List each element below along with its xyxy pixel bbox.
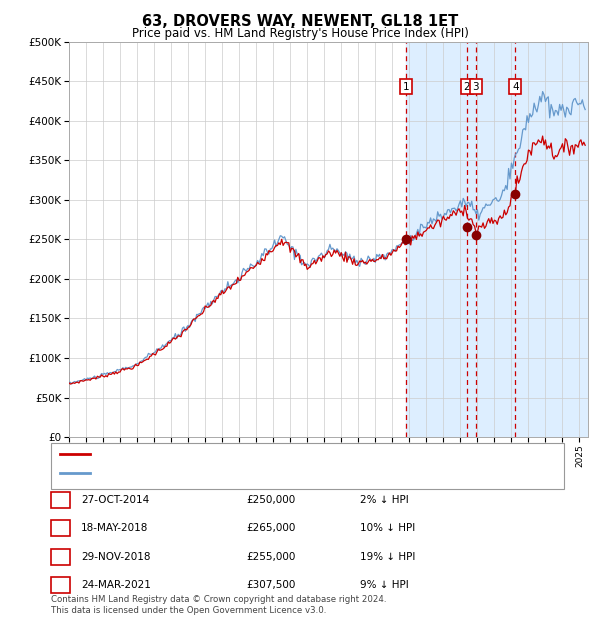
Text: 24-MAR-2021: 24-MAR-2021 [81,580,151,590]
Text: £307,500: £307,500 [246,580,295,590]
Text: 1: 1 [403,82,410,92]
Text: £255,000: £255,000 [246,552,295,562]
Text: Contains HM Land Registry data © Crown copyright and database right 2024.: Contains HM Land Registry data © Crown c… [51,595,386,604]
Text: 29-NOV-2018: 29-NOV-2018 [81,552,151,562]
Text: 1: 1 [57,495,64,505]
Text: 4: 4 [512,82,518,92]
Text: 27-OCT-2014: 27-OCT-2014 [81,495,149,505]
Text: 10% ↓ HPI: 10% ↓ HPI [360,523,415,533]
Text: This data is licensed under the Open Government Licence v3.0.: This data is licensed under the Open Gov… [51,606,326,615]
Text: 18-MAY-2018: 18-MAY-2018 [81,523,148,533]
Text: 2: 2 [464,82,470,92]
Text: 63, DROVERS WAY, NEWENT, GL18 1ET (detached house): 63, DROVERS WAY, NEWENT, GL18 1ET (detac… [96,450,383,459]
Text: 9% ↓ HPI: 9% ↓ HPI [360,580,409,590]
Text: 63, DROVERS WAY, NEWENT, GL18 1ET: 63, DROVERS WAY, NEWENT, GL18 1ET [142,14,458,29]
Text: £250,000: £250,000 [246,495,295,505]
Text: 19% ↓ HPI: 19% ↓ HPI [360,552,415,562]
Text: HPI: Average price, detached house, Forest of Dean: HPI: Average price, detached house, Fore… [96,468,353,478]
Text: 4: 4 [57,580,64,590]
Text: 2% ↓ HPI: 2% ↓ HPI [360,495,409,505]
Text: 2: 2 [57,523,64,533]
Text: 3: 3 [57,552,64,562]
Text: 3: 3 [473,82,479,92]
Text: £265,000: £265,000 [246,523,295,533]
Text: Price paid vs. HM Land Registry's House Price Index (HPI): Price paid vs. HM Land Registry's House … [131,27,469,40]
Bar [406,42,588,437]
